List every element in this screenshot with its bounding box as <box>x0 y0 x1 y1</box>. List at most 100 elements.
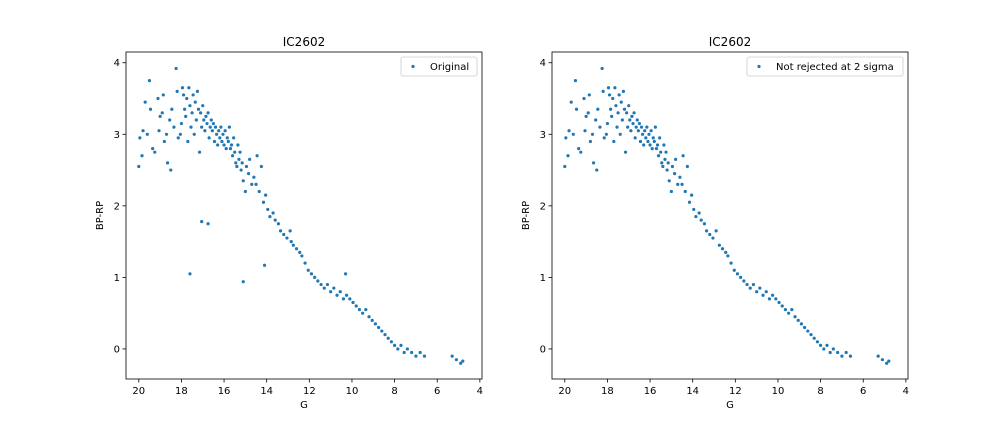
data-point <box>815 340 820 344</box>
data-point <box>780 304 784 308</box>
data-point <box>609 107 613 111</box>
data-point <box>335 293 339 297</box>
data-point <box>399 343 403 347</box>
data-point <box>459 361 463 365</box>
data-point <box>690 193 694 197</box>
legend: Original <box>400 56 478 77</box>
data-point <box>309 272 314 276</box>
data-point <box>627 104 631 108</box>
data-point <box>761 293 765 297</box>
data-point <box>764 290 768 294</box>
data-point <box>887 359 891 363</box>
data-point <box>370 318 374 322</box>
data-point <box>262 263 267 267</box>
data-point <box>200 125 204 129</box>
legend-label: Not rejected at 2 sigma <box>776 62 894 73</box>
y-tick-label: 3 <box>114 130 120 141</box>
axes-frame <box>551 51 909 380</box>
data-point <box>450 354 454 358</box>
data-point <box>410 350 414 355</box>
data-point <box>393 343 397 347</box>
data-point <box>276 222 281 226</box>
data-point <box>711 236 715 240</box>
data-point <box>840 354 844 358</box>
data-point <box>188 104 192 108</box>
x-tick-label: 4 <box>903 386 909 397</box>
data-point <box>205 121 209 126</box>
data-point <box>726 254 730 258</box>
y-tick-label: 3 <box>540 130 546 141</box>
data-point <box>683 189 687 194</box>
data-point <box>193 100 197 104</box>
data-point <box>774 297 778 301</box>
data-point <box>377 325 381 330</box>
data-point <box>587 93 591 97</box>
data-point <box>338 290 342 294</box>
data-point <box>184 114 188 118</box>
data-point <box>255 154 259 158</box>
data-point <box>622 107 627 111</box>
data-point <box>694 214 698 219</box>
data-point <box>665 168 669 172</box>
data-point <box>809 333 813 337</box>
data-point <box>799 322 804 326</box>
data-point <box>563 164 567 169</box>
data-point <box>638 139 643 144</box>
data-point <box>319 282 323 287</box>
data-point <box>217 129 221 133</box>
data-point <box>179 121 184 126</box>
y-tick-label: 0 <box>114 344 120 355</box>
data-point <box>793 315 797 319</box>
data-point <box>662 143 666 147</box>
data-point <box>213 125 218 129</box>
data-point <box>631 121 635 126</box>
data-point <box>812 336 816 340</box>
data-point <box>165 161 170 165</box>
data-point <box>751 282 756 287</box>
data-point <box>162 139 166 144</box>
data-point <box>298 250 302 254</box>
data-point <box>140 154 144 158</box>
data-point <box>612 139 616 144</box>
data-point <box>367 315 371 319</box>
data-point <box>623 150 628 154</box>
data-point <box>200 219 204 224</box>
data-point <box>620 118 624 122</box>
data-point <box>203 129 207 133</box>
data-point <box>596 107 600 111</box>
data-point <box>156 96 160 101</box>
x-tick-label: 20 <box>558 386 571 397</box>
data-point <box>168 118 172 122</box>
data-point <box>316 279 320 283</box>
data-point <box>647 132 651 136</box>
data-point <box>188 272 192 276</box>
data-point <box>664 150 668 154</box>
y-tick-label: 4 <box>540 58 546 69</box>
data-point <box>201 104 205 108</box>
data-point <box>655 143 660 147</box>
data-point <box>223 129 227 133</box>
data-point <box>380 329 384 333</box>
data-point <box>266 207 270 212</box>
data-point <box>880 358 885 362</box>
x-tick-label: 6 <box>860 386 866 397</box>
data-point <box>767 297 772 301</box>
data-point <box>422 354 427 358</box>
data-point <box>300 254 304 258</box>
data-point <box>742 279 746 283</box>
x-axis-label: G <box>726 400 734 411</box>
data-point <box>790 307 794 312</box>
data-point <box>619 100 623 104</box>
data-point <box>649 129 653 133</box>
data-point <box>169 168 173 172</box>
data-point <box>145 132 149 136</box>
data-point <box>206 111 210 115</box>
data-point <box>202 118 206 122</box>
data-point <box>185 96 189 101</box>
data-point <box>313 275 317 279</box>
data-point <box>282 232 286 237</box>
data-point <box>183 107 187 111</box>
legend-label: Original <box>430 62 469 73</box>
data-point <box>678 175 682 179</box>
data-point <box>822 347 826 351</box>
